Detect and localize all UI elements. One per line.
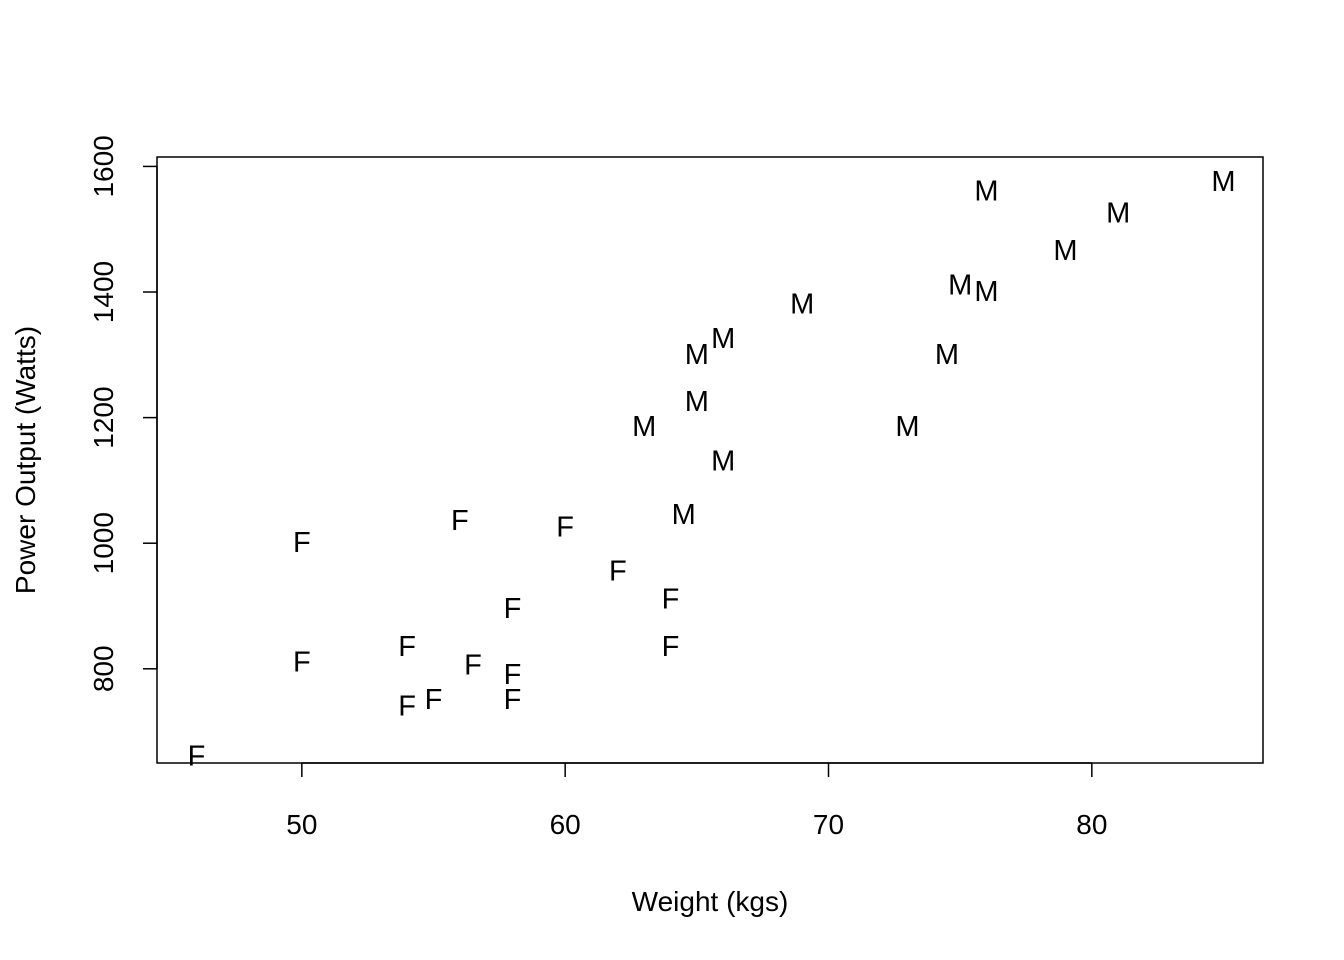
point-male: M <box>685 339 709 371</box>
point-female: F <box>398 631 416 663</box>
point-female: F <box>188 741 206 773</box>
point-female: F <box>504 593 522 625</box>
x-tick-label: 70 <box>813 809 844 840</box>
point-female: F <box>451 505 469 537</box>
y-tick-label: 1000 <box>88 512 119 574</box>
point-female: F <box>662 631 680 663</box>
y-axis: 800 1000 1200 1400 1600 <box>88 135 158 692</box>
x-tick-label: 80 <box>1076 809 1107 840</box>
point-male: M <box>948 270 972 302</box>
x-axis-label: Weight (kgs) <box>632 886 789 917</box>
point-female: F <box>425 684 443 716</box>
point-female: F <box>293 527 311 559</box>
point-male: M <box>672 499 696 531</box>
point-male: M <box>632 411 656 443</box>
point-male: M <box>1211 166 1235 198</box>
y-tick-label: 1200 <box>88 386 119 448</box>
point-female: F <box>556 512 574 544</box>
x-tick-label: 60 <box>550 809 581 840</box>
x-tick-label: 50 <box>286 809 317 840</box>
point-male: M <box>974 276 998 308</box>
point-male: M <box>711 446 735 478</box>
point-male: M <box>974 176 998 208</box>
point-male: M <box>790 289 814 321</box>
point-female: F <box>504 659 522 691</box>
y-axis-label: Power Output (Watts) <box>10 326 41 594</box>
plot-frame <box>156 156 1264 764</box>
point-male: M <box>1053 235 1077 267</box>
point-male: M <box>895 411 919 443</box>
point-male: M <box>1106 198 1130 230</box>
y-tick-label: 1600 <box>88 135 119 197</box>
point-male: M <box>685 386 709 418</box>
point-female: F <box>662 584 680 616</box>
y-tick-label: 1400 <box>88 261 119 323</box>
point-female: F <box>293 647 311 679</box>
point-male: M <box>711 323 735 355</box>
point-female: F <box>464 650 482 682</box>
point-female: F <box>504 684 522 716</box>
y-tick-label: 800 <box>88 645 119 692</box>
point-female: F <box>398 690 416 722</box>
point-male: M <box>935 339 959 371</box>
point-female: F <box>609 555 627 587</box>
x-axis: 50 60 70 80 <box>286 762 1107 840</box>
